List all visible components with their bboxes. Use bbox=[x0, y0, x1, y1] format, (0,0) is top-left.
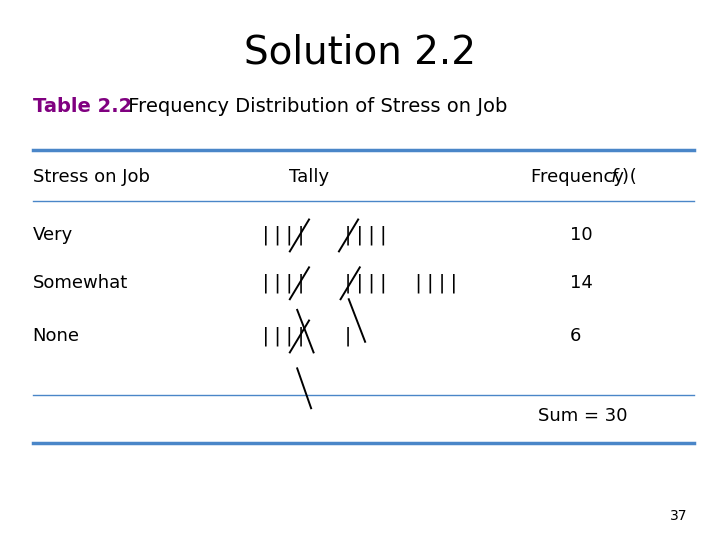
Text: 37: 37 bbox=[670, 509, 688, 523]
Text: ||||   |: |||| | bbox=[261, 327, 354, 346]
Text: Frequency (: Frequency ( bbox=[531, 168, 636, 186]
Text: None: None bbox=[32, 327, 80, 346]
Text: f: f bbox=[611, 168, 618, 186]
Text: 14: 14 bbox=[570, 274, 593, 292]
Text: Somewhat: Somewhat bbox=[32, 274, 128, 292]
Text: Frequency Distribution of Stress on Job: Frequency Distribution of Stress on Job bbox=[122, 97, 507, 116]
Text: Tally: Tally bbox=[289, 168, 329, 186]
Text: 6: 6 bbox=[570, 327, 581, 346]
Text: Very: Very bbox=[32, 226, 73, 245]
Text: ): ) bbox=[621, 168, 628, 186]
Text: 10: 10 bbox=[570, 226, 593, 245]
Text: ||||   ||||  ||||: |||| |||| |||| bbox=[261, 274, 460, 293]
Text: Sum = 30: Sum = 30 bbox=[538, 407, 627, 425]
Text: ||||   ||||: |||| |||| bbox=[261, 226, 390, 245]
Text: Table 2.2: Table 2.2 bbox=[32, 97, 132, 116]
Text: Solution 2.2: Solution 2.2 bbox=[244, 33, 476, 71]
Text: Stress on Job: Stress on Job bbox=[32, 168, 150, 186]
